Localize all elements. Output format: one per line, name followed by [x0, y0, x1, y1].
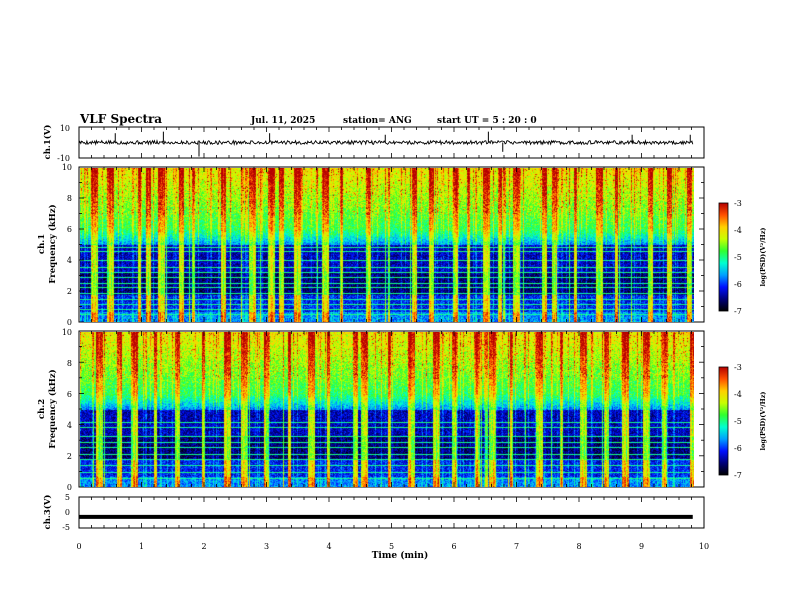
ch1-colorbar-gradient	[718, 202, 729, 312]
time-tick-label-10: 10	[699, 542, 709, 551]
ch2-ytick-0: 0	[67, 483, 72, 492]
ch1-cbar-tick-m6: -6	[734, 280, 742, 289]
ch1-cbar-tick-m3: -3	[734, 199, 742, 208]
ch3-ytick-top: 5	[65, 493, 70, 502]
ch1-ytick-4: 4	[67, 256, 72, 265]
ch3-ytick-bottom: -5	[62, 523, 70, 532]
ch2-freq-ticks: 0 2 4 6 8 10	[62, 328, 72, 492]
time-tick-label-2: 2	[201, 542, 206, 551]
ch1-ytick-6: 6	[67, 225, 72, 234]
ch1-ytick-0: 0	[67, 318, 72, 327]
ch2-ytick-8: 8	[67, 359, 72, 368]
ch1-waveform-line	[78, 138, 694, 147]
ch1-colorbar: -3 -4 -5 -6 -7 log(PSD)(V²/Hz)	[718, 199, 767, 316]
ch2-ytick-10: 10	[62, 328, 72, 337]
ch2-spectrogram-ylabel: ch.2Frequency (kHz)	[37, 369, 58, 448]
ch2-ytick-2: 2	[67, 452, 72, 461]
start-time-label: start UT = 5 : 20 : 0	[437, 116, 537, 126]
ch1-cbar-tick-m7: -7	[734, 307, 742, 316]
ch2-spectrogram-image	[79, 331, 694, 487]
time-tick-label-6: 6	[451, 542, 456, 551]
ch1-cbar-tick-m5: -5	[734, 253, 742, 262]
ch1-ytick-bottom: -10	[57, 154, 70, 163]
ch1-spectrogram-image	[79, 167, 694, 322]
time-tick-label-5: 5	[389, 542, 394, 551]
time-axis-tick-labels: 0 1 2 3 4 5 6 7 8 9 10	[76, 542, 709, 551]
time-tick-label-1: 1	[139, 542, 144, 551]
time-axis-ticks	[78, 127, 705, 528]
ch2-cbar-tick-m4: -4	[734, 390, 742, 399]
ch2-ytick-4: 4	[67, 421, 72, 430]
time-tick-label-4: 4	[326, 542, 331, 551]
ch3-ytick-mid: 0	[65, 508, 70, 517]
ch1-spectrogram-panel: 0 2 4 6 8 10 ch.1Frequency (kHz)	[37, 163, 705, 327]
ch1-cbar-tick-m4: -4	[734, 226, 742, 235]
ch2-cbar-tick-m3: -3	[734, 363, 742, 372]
time-tick-label-0: 0	[76, 542, 81, 551]
ch1-freq-ticks: 0 2 4 6 8 10	[62, 163, 72, 327]
time-axis-label: Time (min)	[372, 550, 429, 561]
ch2-colorbar: -3 -4 -5 -6 -7 log(PSD)(V²/Hz)	[718, 363, 767, 480]
ch1-ytick-2: 2	[67, 287, 72, 296]
ch3-ylabel: ch.3(V)	[42, 495, 53, 530]
ch1-ytick-8: 8	[67, 194, 72, 203]
ch1-ytick-top: 10	[60, 124, 70, 133]
figure-title: VLF Spectra	[79, 112, 162, 126]
time-tick-label-8: 8	[576, 542, 581, 551]
ch1-ylabel: ch.1(V)	[42, 125, 53, 160]
station-label: station= ANG	[343, 116, 412, 126]
ch2-cbar-tick-m6: -6	[734, 444, 742, 453]
date-label: Jul. 11, 2025	[250, 116, 315, 126]
ch2-ytick-6: 6	[67, 390, 72, 399]
ch2-colorbar-gradient	[718, 366, 729, 476]
time-tick-label-7: 7	[514, 542, 519, 551]
ch1-waveform-panel: 10 -10 ch.1(V)	[42, 124, 705, 163]
ch2-cbar-tick-m7: -7	[734, 471, 742, 480]
ch1-cbar-label: log(PSD)(V²/Hz)	[759, 228, 767, 287]
ch1-ytick-10: 10	[62, 163, 72, 172]
ch2-spectrogram-panel: 0 2 4 6 8 10 ch.2Frequency (kHz)	[37, 328, 705, 492]
ch1-waveform-trace	[78, 131, 694, 157]
time-tick-label-3: 3	[264, 542, 269, 551]
ch3-waveform-panel: 5 0 -5 ch.3(V)	[42, 493, 705, 532]
time-tick-label-9: 9	[639, 542, 644, 551]
ch1-spectrogram-ylabel: ch.1Frequency (kHz)	[37, 204, 58, 283]
ch2-cbar-tick-m5: -5	[734, 417, 742, 426]
ch2-cbar-label: log(PSD)(V²/Hz)	[759, 392, 767, 451]
